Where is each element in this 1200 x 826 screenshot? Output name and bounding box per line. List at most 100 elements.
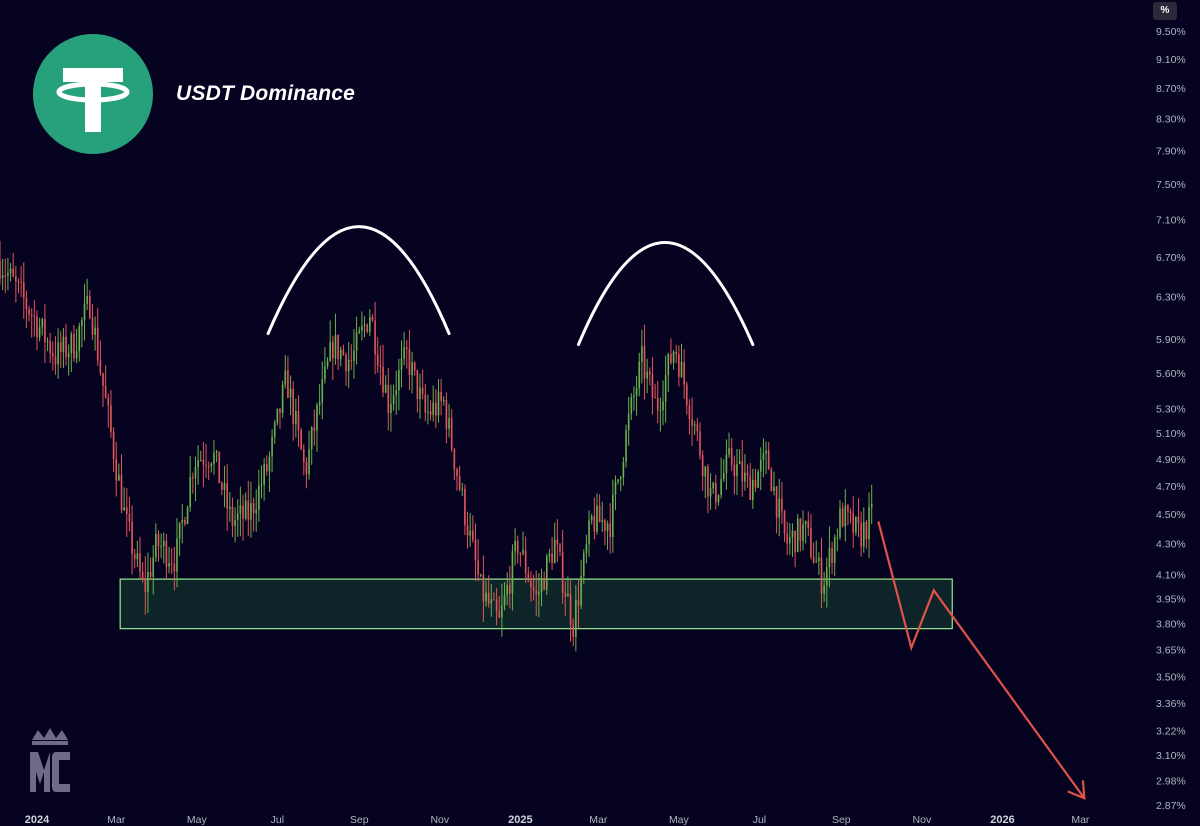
percent-scale-button[interactable]: % (1153, 2, 1177, 20)
candle-body (302, 449, 305, 463)
candle-body (538, 591, 540, 595)
candle-body (332, 341, 334, 359)
candle-body (289, 388, 292, 398)
x-tick-label: May (669, 814, 690, 826)
candle-body (400, 358, 403, 370)
candle-body (477, 560, 479, 575)
candle-body (540, 577, 543, 592)
projection-path (877, 521, 1086, 799)
candle-body (189, 477, 192, 508)
candle-body (376, 354, 379, 366)
candle-body (199, 460, 202, 462)
candle-body (115, 458, 118, 481)
candle-body (865, 521, 868, 540)
candle-body (630, 397, 633, 414)
candle-body (530, 580, 532, 588)
candle-body (273, 422, 276, 437)
candle-body (390, 403, 392, 413)
candle-body (831, 547, 833, 563)
candle-body (609, 523, 612, 538)
y-tick-label: 3.22% (1156, 726, 1186, 738)
candle-body (215, 451, 218, 453)
candle-body (567, 593, 569, 597)
candle-body (482, 574, 485, 602)
candle-body (147, 572, 149, 592)
candle-body (744, 472, 746, 482)
candle-body (770, 469, 773, 491)
candle-body (453, 449, 456, 470)
candle-body (783, 511, 786, 534)
x-tick-label: Nov (913, 814, 932, 826)
candle-body (474, 539, 477, 561)
candle-body (551, 553, 553, 564)
candle-body (41, 319, 44, 328)
x-tick-label: Sep (350, 814, 369, 826)
candle-body (786, 533, 788, 544)
y-tick-label: 4.30% (1156, 539, 1186, 551)
candle-body (870, 503, 873, 508)
candle-body (633, 395, 635, 398)
candle-body (638, 361, 641, 389)
candle-body (511, 551, 514, 594)
candle-body (543, 577, 545, 590)
candle-body (855, 516, 857, 533)
candle-body (123, 507, 125, 511)
candle-body (559, 544, 561, 552)
candle-body (46, 341, 49, 343)
candle-body (112, 431, 115, 459)
candle-body (12, 268, 15, 277)
candle-body (213, 452, 215, 464)
candle-body (210, 463, 213, 467)
candle-body (405, 347, 408, 349)
candle-body (715, 482, 717, 503)
candle-body (767, 450, 770, 470)
candle-body (445, 399, 448, 429)
candle-body (350, 359, 353, 361)
candle-body (83, 303, 86, 321)
candle-body (136, 553, 139, 560)
x-tick-label: Mar (107, 814, 126, 826)
candle-body (268, 456, 271, 472)
candle-body (495, 599, 498, 612)
candle-body (461, 489, 464, 491)
candle-body (7, 273, 9, 276)
candle-body (730, 448, 733, 465)
candle-body (255, 509, 258, 514)
candle-body (4, 275, 7, 277)
candle-body (62, 336, 65, 352)
candle-body (260, 484, 263, 486)
price-axis[interactable]: 9.50% 9.10% 8.70% 8.30% 7.90% 7.50% 7.10% 6.70%… (1156, 26, 1186, 812)
candle-body (839, 508, 841, 538)
candle-body (466, 525, 469, 536)
candle-body (424, 394, 427, 413)
candle-body (30, 314, 33, 317)
x-tick-label: 2026 (990, 814, 1014, 826)
y-tick-label: 2.98% (1156, 776, 1186, 788)
candle-body (160, 546, 162, 548)
candle-body (165, 540, 168, 567)
candle-body (458, 476, 461, 490)
candle-body (170, 563, 173, 565)
candle-body (717, 495, 720, 503)
candle-body (284, 370, 287, 385)
candle-body (429, 411, 432, 415)
y-tick-label: 4.50% (1156, 509, 1186, 521)
candle-body (627, 413, 630, 431)
candle-body (598, 505, 601, 523)
candle-body (329, 341, 332, 361)
candle-body (0, 261, 1, 279)
candle-body (759, 460, 762, 472)
candle-body (88, 295, 91, 318)
candle-body (228, 506, 231, 509)
candle-body (588, 520, 590, 545)
candle-body (194, 466, 197, 479)
candle-body (606, 523, 609, 531)
candle-body (20, 281, 22, 283)
candle-body (527, 573, 530, 581)
candle-body (643, 346, 646, 379)
candle-body (403, 347, 405, 359)
time-axis[interactable]: 2024 Mar May Jul Sep Nov 2025 Mar May Jul Sep Nov 20… (25, 814, 1090, 826)
candle-body (810, 528, 812, 558)
candle-body (324, 366, 326, 380)
